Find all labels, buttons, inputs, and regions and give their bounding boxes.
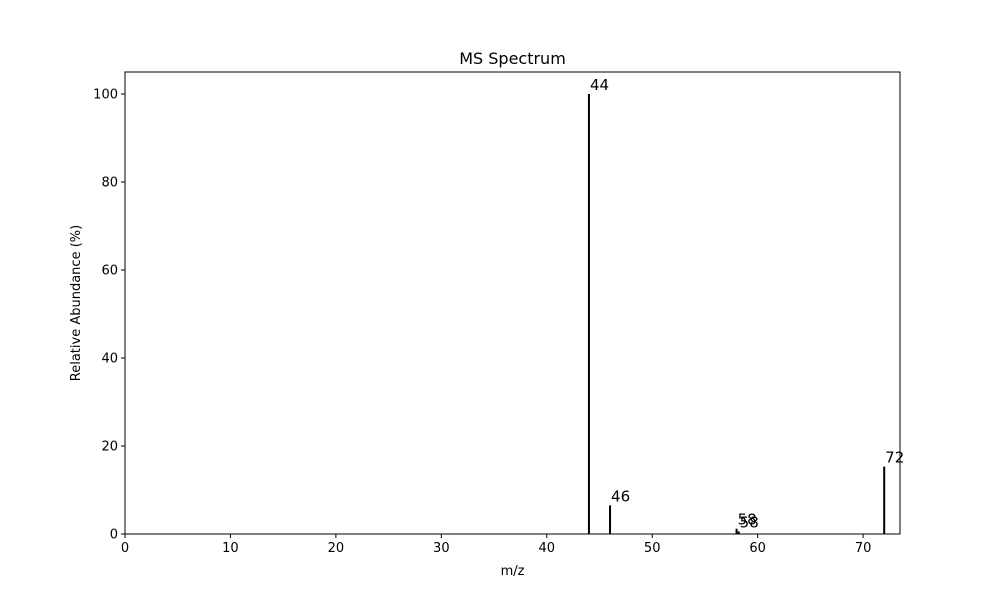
chart-title: MS Spectrum: [459, 49, 566, 68]
y-tick-label-3: 60: [101, 264, 118, 279]
x-axis-label: m/z: [501, 564, 525, 579]
x-tick-label-7: 70: [855, 541, 872, 556]
plot-frame: [124, 71, 901, 535]
peak-label-4: 72: [885, 449, 904, 467]
peak-label-0: 44: [590, 76, 609, 94]
x-tick-label-0: 0: [121, 541, 129, 556]
peak-label-1: 46: [611, 487, 630, 505]
peaks-layer: [587, 94, 886, 534]
peak-label-3: 58: [740, 513, 759, 531]
x-tick-label-5: 50: [644, 541, 661, 556]
peak-label-2: 58: [738, 511, 757, 529]
y-tick-label-0: 0: [110, 528, 118, 543]
x-tick-label-1: 10: [222, 541, 239, 556]
x-tick-label-2: 20: [328, 541, 345, 556]
x-tick-label-6: 60: [749, 541, 766, 556]
y-axis-label: Relative Abundance (%): [69, 225, 84, 381]
ticks-layer: 0 10 20 30 40 50 60 70 0 20 40 60 80 100: [93, 88, 871, 557]
y-tick-label-5: 100: [93, 88, 118, 103]
x-tick-label-3: 30: [433, 541, 450, 556]
y-tick-label-4: 80: [101, 176, 118, 191]
y-tick-label-2: 40: [101, 352, 118, 367]
x-tick-label-4: 40: [538, 541, 555, 556]
y-tick-label-1: 20: [101, 440, 118, 455]
